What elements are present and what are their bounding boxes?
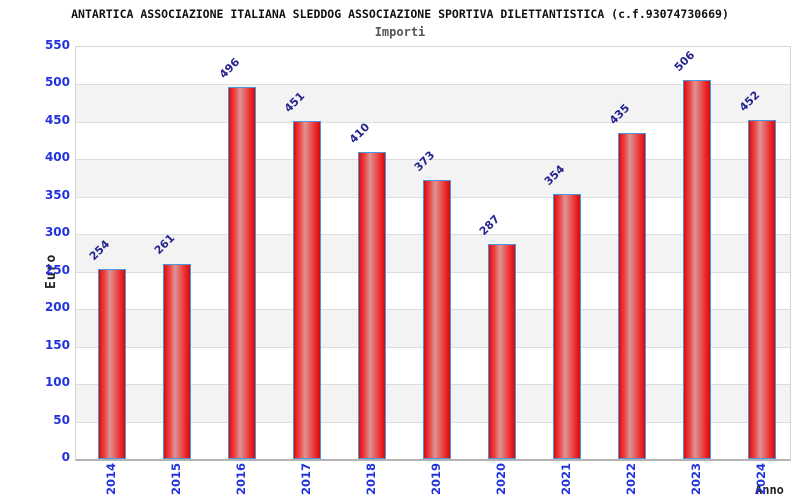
y-tick-label: 150 bbox=[44, 337, 70, 352]
bar-2023 bbox=[682, 79, 711, 459]
y-tick-label: 400 bbox=[44, 150, 70, 165]
gridline bbox=[76, 84, 790, 86]
bar-2016 bbox=[228, 87, 257, 459]
bar-2021 bbox=[552, 193, 581, 459]
y-tick-label: 50 bbox=[53, 412, 70, 427]
y-tick-label: 550 bbox=[44, 38, 70, 52]
x-tick-label: 2021 bbox=[558, 462, 573, 495]
bar-2019 bbox=[423, 179, 451, 459]
y-tick-label: 450 bbox=[44, 112, 70, 127]
bar-2020 bbox=[487, 244, 516, 459]
x-axis-title: Anno bbox=[755, 483, 784, 497]
x-tick-label: 2019 bbox=[429, 462, 443, 495]
x-tick-label: 2022 bbox=[623, 462, 638, 495]
plot-area bbox=[75, 46, 791, 461]
x-tick-label: 2018 bbox=[364, 462, 379, 495]
bar-2017 bbox=[293, 121, 322, 459]
chart-title: ANTARTICA ASSOCIAZIONE ITALIANA SLEDDOG … bbox=[71, 7, 729, 21]
y-tick-label: 200 bbox=[44, 300, 70, 315]
y-tick-label: 0 bbox=[61, 450, 70, 464]
bar-2018 bbox=[358, 151, 387, 459]
x-tick-label: 2015 bbox=[169, 462, 184, 495]
chart-subtitle: Importi bbox=[374, 25, 426, 39]
bar-2015 bbox=[163, 263, 192, 459]
bar-2024 bbox=[747, 120, 776, 459]
bar-2022 bbox=[617, 133, 646, 459]
y-tick-label: 250 bbox=[44, 262, 70, 277]
y-tick-label: 350 bbox=[44, 187, 70, 202]
x-tick-label: 2023 bbox=[688, 462, 703, 495]
y-tick-label: 500 bbox=[44, 75, 70, 90]
x-tick-label: 2024 bbox=[753, 462, 768, 495]
grid-band bbox=[76, 84, 790, 122]
x-tick-label: 2014 bbox=[104, 462, 119, 495]
gridline bbox=[76, 121, 790, 123]
y-tick-label: 100 bbox=[44, 375, 70, 390]
gridline bbox=[76, 159, 790, 161]
bar-2014 bbox=[98, 268, 127, 459]
x-tick-label: 2017 bbox=[299, 462, 314, 495]
y-tick-label: 300 bbox=[44, 225, 70, 240]
x-tick-label: 2020 bbox=[493, 462, 508, 495]
x-tick-label: 2016 bbox=[234, 462, 249, 495]
